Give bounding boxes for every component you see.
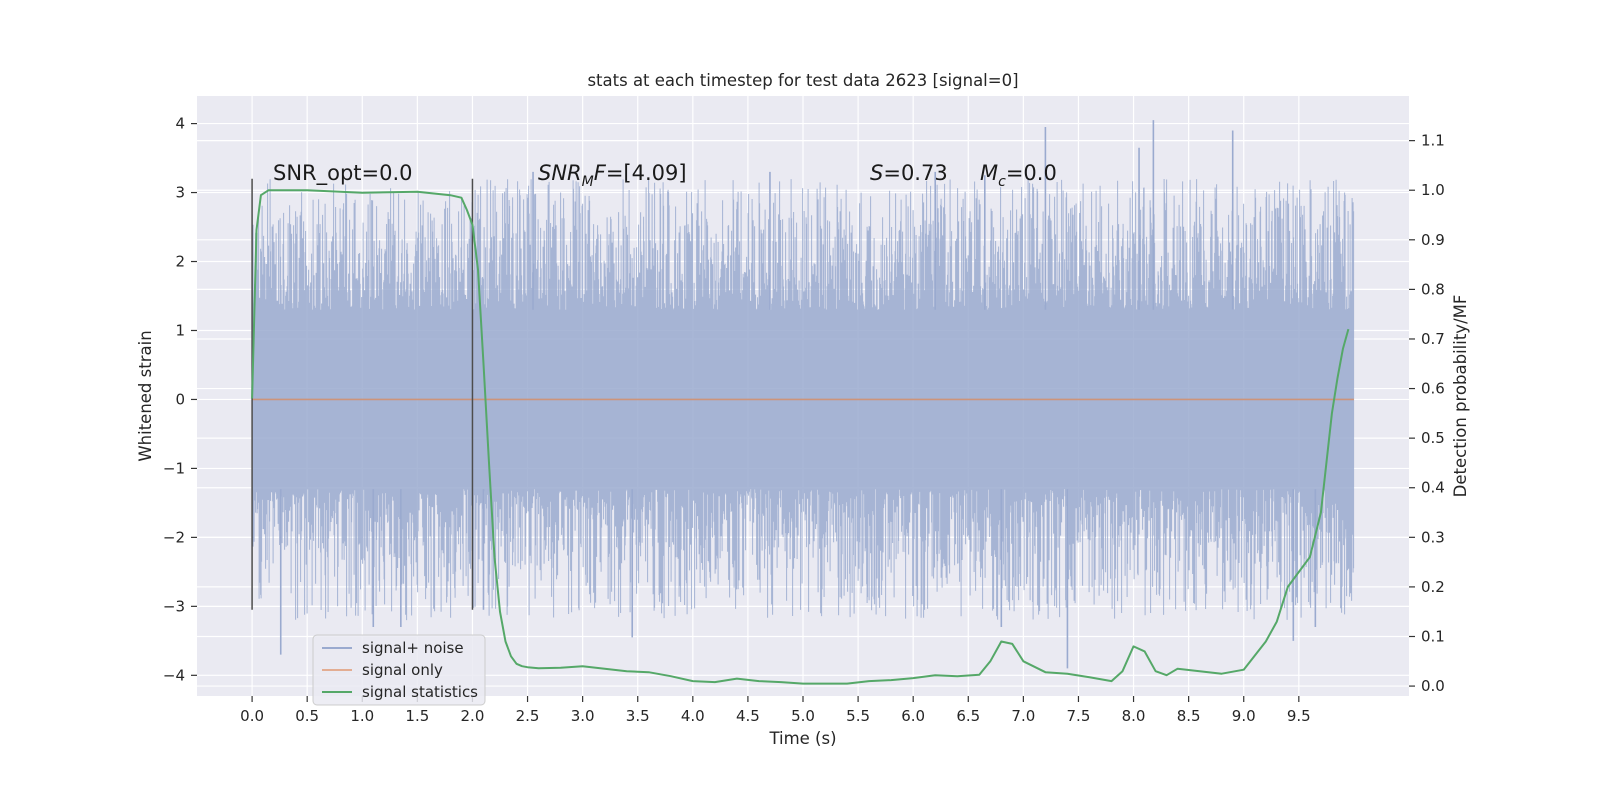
x-tick-label-10: 5.0 xyxy=(791,707,815,725)
chart-title: stats at each timestep for test data 262… xyxy=(587,71,1018,90)
annotation-s: S=0.73 xyxy=(870,161,948,185)
x-tick-label-9: 4.5 xyxy=(736,707,760,725)
annotations: SNR_opt=0.0 SNRMF=[4.09] S=0.73 Mc=0.0 xyxy=(273,161,1057,190)
x-tick-label-1: 0.5 xyxy=(295,707,319,725)
y2-tick-label-8: 0.3 xyxy=(1421,528,1445,546)
x-tick-label-6: 3.0 xyxy=(571,707,595,725)
annotation-snr-mf-prefix: SNR xyxy=(538,161,582,185)
legend-label-signal-statistics: signal statistics xyxy=(362,683,478,701)
legend-box xyxy=(312,634,486,706)
y-tick-label-1: 3 xyxy=(175,184,185,202)
x-tick-label-5: 2.5 xyxy=(516,707,540,725)
annotation-mc-var: M xyxy=(980,161,998,185)
legend: signal+ noise signal only signal statist… xyxy=(312,634,486,706)
signal-statistics-path xyxy=(251,189,1350,685)
annotation-snr-mf: SNRMF=[4.09] xyxy=(538,161,687,190)
x-axis-label: Time (s) xyxy=(768,729,836,748)
x-tick-label-17: 8.5 xyxy=(1177,707,1201,725)
y-tick-label-5: −1 xyxy=(163,459,185,477)
x-tick-label-3: 1.5 xyxy=(405,707,429,725)
annotation-snr-mf-mid: F xyxy=(594,161,607,185)
x-tick-label-18: 9.0 xyxy=(1232,707,1256,725)
y-axis-label: Whitened strain xyxy=(136,330,155,461)
y2-tick-label-10: 0.1 xyxy=(1421,627,1445,645)
x-tick-label-0: 0.0 xyxy=(240,707,264,725)
annotation-mc-value: =0.0 xyxy=(1006,161,1057,185)
noise-trace xyxy=(251,120,1355,669)
y-tick-label-4: 0 xyxy=(175,390,185,408)
annotation-s-value: =0.73 xyxy=(883,161,947,185)
x-tick-label-12: 6.0 xyxy=(901,707,925,725)
x-tick-label-11: 5.5 xyxy=(846,707,870,725)
y-tick-label-0: 4 xyxy=(175,115,185,133)
x-tick-label-13: 6.5 xyxy=(956,707,980,725)
y2-axis-label: Detection probability/MF xyxy=(1451,295,1470,498)
y2-tick-label-6: 0.5 xyxy=(1421,429,1445,447)
axes: 0.0 0.5 1.0 1.5 2.0 2.5 3.0 3.5 4.0 4.5 5.0 5.5 6.0 6… xyxy=(163,115,1445,725)
legend-label-signal-only: signal only xyxy=(362,661,443,679)
annotation-mc: Mc=0.0 xyxy=(980,161,1057,190)
x-tick-label-16: 8.0 xyxy=(1122,707,1146,725)
x-tick-label-7: 3.5 xyxy=(626,707,650,725)
annotation-s-var: S xyxy=(870,161,883,185)
x-tick-label-8: 4.0 xyxy=(681,707,705,725)
y-tick-label-2: 2 xyxy=(175,253,185,271)
x-tick-label-15: 7.5 xyxy=(1067,707,1091,725)
x-tick-label-19: 9.5 xyxy=(1287,707,1311,725)
y2-tick-label-4: 0.7 xyxy=(1421,330,1445,348)
signal-statistics-line xyxy=(251,189,1350,685)
y-tick-label-3: 1 xyxy=(175,321,185,339)
y2-tick-label-9: 0.2 xyxy=(1421,578,1445,596)
annotation-snr-mf-sub: M xyxy=(582,174,594,190)
y2-tick-label-5: 0.6 xyxy=(1421,380,1445,398)
y2-tick-label-0: 1.1 xyxy=(1421,132,1445,150)
annotation-snr-opt: SNR_opt=0.0 xyxy=(273,161,413,186)
x-tick-label-14: 7.0 xyxy=(1011,707,1035,725)
y2-tick-label-11: 0.0 xyxy=(1421,677,1445,695)
x-tick-label-2: 1.0 xyxy=(350,707,374,725)
annotation-mc-sub: c xyxy=(998,174,1006,190)
y2-tick-label-7: 0.4 xyxy=(1421,479,1445,497)
y2-tick-label-2: 0.9 xyxy=(1421,231,1445,249)
y-tick-label-7: −3 xyxy=(163,597,185,615)
x-tick-label-4: 2.0 xyxy=(461,707,485,725)
annotation-snr-mf-value: =[4.09] xyxy=(606,161,687,185)
y2-tick-label-1: 1.0 xyxy=(1421,181,1445,199)
y-tick-label-6: −2 xyxy=(163,528,185,546)
y2-tick-label-3: 0.8 xyxy=(1421,280,1445,298)
legend-label-signal-noise: signal+ noise xyxy=(362,639,464,657)
y-tick-label-8: −4 xyxy=(163,666,185,684)
